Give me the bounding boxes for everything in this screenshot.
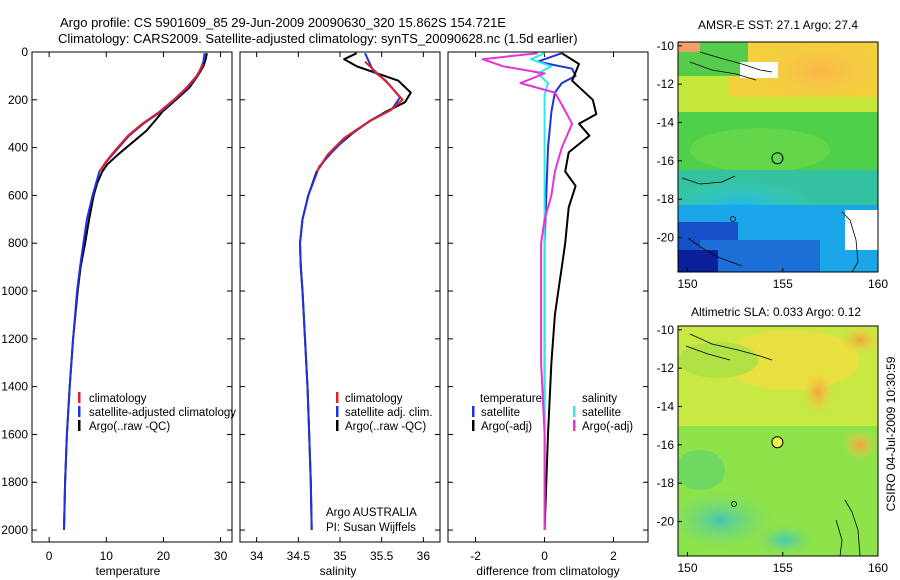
temperature-xlabel: temperature [96,564,161,578]
series-line-salinity-argo-adj- [481,52,574,530]
y-tick-label: 1400 [1,380,28,394]
difference-ticks: -2 0 2 [448,51,648,563]
y-tick-label: 2000 [1,523,28,537]
legend-swatch-climatology [336,392,339,403]
salinity-panel: 34 34.5 35 35.5 36 salinity climatology sate… [239,51,441,578]
salinity-xlabel: salinity [320,564,357,578]
x-tick-label: -2 [470,549,481,563]
x-tick-label: 36 [417,549,431,563]
y-tick-label: 200 [8,93,28,107]
temperature-ticks: 0 10 20 30 0 200 400 600 800 1000 1200 1400 1600 1800… [1,45,232,563]
map-y-tick-label: -14 [657,400,675,414]
legend-label-argo: Argo(..raw -QC) [89,421,170,433]
temperature-lines [63,53,208,531]
y-tick-label: 0 [21,45,28,59]
sst-argo-marker [771,152,784,165]
map-x-tick-label: 160 [868,561,888,575]
salinity-lines [299,52,412,531]
salinity-ticks: 34 34.5 35 35.5 36 [240,51,440,563]
legend-swatch-satellite-adjusted [78,406,81,417]
x-tick-label: 35.5 [370,549,394,563]
legend-swatch-satellite-adj [336,406,339,417]
y-tick-label: 1000 [1,284,28,298]
legend-swatch-sal-argo [573,420,576,431]
series-line-salinity-satellite [529,52,553,530]
x-tick-label: 34 [250,549,264,563]
y-tick-label: 1200 [1,332,28,346]
y-tick-label: 1800 [1,475,28,489]
difference-lines [481,52,598,531]
temperature-panel: 0 10 20 30 0 200 400 600 800 1000 1200 1400 1600 1800… [1,45,236,578]
salinity-legend: climatology satellite adj. clim. Argo(..… [336,392,433,433]
legend-swatch-sal-satellite [573,406,576,417]
map-x-tick-label: 150 [678,561,698,575]
difference-panel: -2 0 2 difference from climatology tempera… [447,51,649,578]
map-x-tick-label: 160 [868,277,888,291]
legend-label-temp-argo: Argo(-adj) [481,421,532,433]
legend-swatch-argo [336,420,339,431]
sla-map-title: Altimetric SLA: 0.033 Argo: 0.12 [691,305,861,319]
legend-swatch-temp-satellite [472,406,475,417]
series-line-climatology [98,63,205,173]
series-line-temperature-argo-adj- [543,52,598,531]
figure-title-line2: Climatology: CARS2009. Satellite-adjuste… [58,31,578,46]
x-tick-label: 20 [157,549,171,563]
legend-label-satellite-adj: satellite adj. clim. [345,407,433,419]
map-y-tick-label: -10 [657,39,675,53]
map-y-tick-label: -20 [657,231,675,245]
map-y-tick-label: -16 [657,438,675,452]
difference-xlabel: difference from climatology [476,564,619,578]
map-y-tick-label: -10 [657,323,675,337]
legend-label-climatology: climatology [89,393,147,405]
sst-map-ticks: 150 155 160 -10 -12 -14 -16 -18 -20 [657,39,889,291]
sla-map-panel: Altimetric SLA: 0.033 Argo: 0.12 150 155 1… [657,305,889,575]
legend-label-sal-argo: Argo(-adj) [582,421,633,433]
map-x-tick-label: 155 [773,277,793,291]
difference-legend: temperature salinity satellite Argo(-adj… [472,393,633,433]
x-tick-label: 35 [333,549,347,563]
x-tick-label: 0 [541,549,548,563]
legend-header-salinity: salinity [582,393,617,405]
legend-label-climatology: climatology [345,393,403,405]
x-tick-label: 10 [100,549,114,563]
map-y-tick-label: -12 [657,77,675,91]
y-tick-label: 800 [8,236,28,250]
y-tick-label: 600 [8,188,28,202]
x-tick-label: 34.5 [287,549,311,563]
map-y-tick-label: -18 [657,476,675,490]
map-y-tick-label: -18 [657,192,675,206]
map-y-tick-label: -16 [657,154,675,168]
legend-label-temp-satellite: satellite [481,407,520,419]
y-tick-label: 400 [8,141,28,155]
credit-timestamp: CSIRO 04-Jul-2009 10:30:59 [884,356,898,511]
map-x-tick-label: 150 [678,277,698,291]
x-tick-label: 30 [214,549,228,563]
map-y-tick-label: -14 [657,116,675,130]
x-tick-label: 2 [610,549,617,563]
temperature-legend: climatology satellite-adjusted climatolo… [78,392,236,433]
map-x-tick-label: 155 [773,561,793,575]
float-owner-label: Argo AUSTRALIA [326,507,417,519]
y-tick-label: 1600 [1,427,28,441]
series-line-climatology [315,60,404,173]
legend-swatch-climatology [78,392,81,403]
legend-label-satellite-adjusted: satellite-adjusted climatology [89,407,236,419]
map-y-tick-label: -12 [657,361,675,375]
sst-map-title: AMSR-E SST: 27.1 Argo: 27.4 [698,18,858,32]
sst-field [678,42,878,272]
legend-label-sal-satellite: satellite [582,407,621,419]
pi-label: PI: Susan Wijffels [326,522,416,534]
sla-argo-marker [771,436,784,449]
sla-map-ticks: 150 155 160 -10 -12 -14 -16 -18 -20 [657,323,889,575]
map-y-tick-label: -20 [657,515,675,529]
legend-swatch-argo [78,420,81,431]
sst-map-panel: AMSR-E SST: 27.1 Argo: 27.4 [657,18,889,291]
figure-title-line1: Argo profile: CS 5901609_85 29-Jun-2009 … [60,15,506,30]
legend-header-temperature: temperature [480,393,542,405]
legend-swatch-temp-argo [472,420,475,431]
x-tick-label: 0 [46,549,53,563]
legend-label-argo: Argo(..raw -QC) [345,421,426,433]
